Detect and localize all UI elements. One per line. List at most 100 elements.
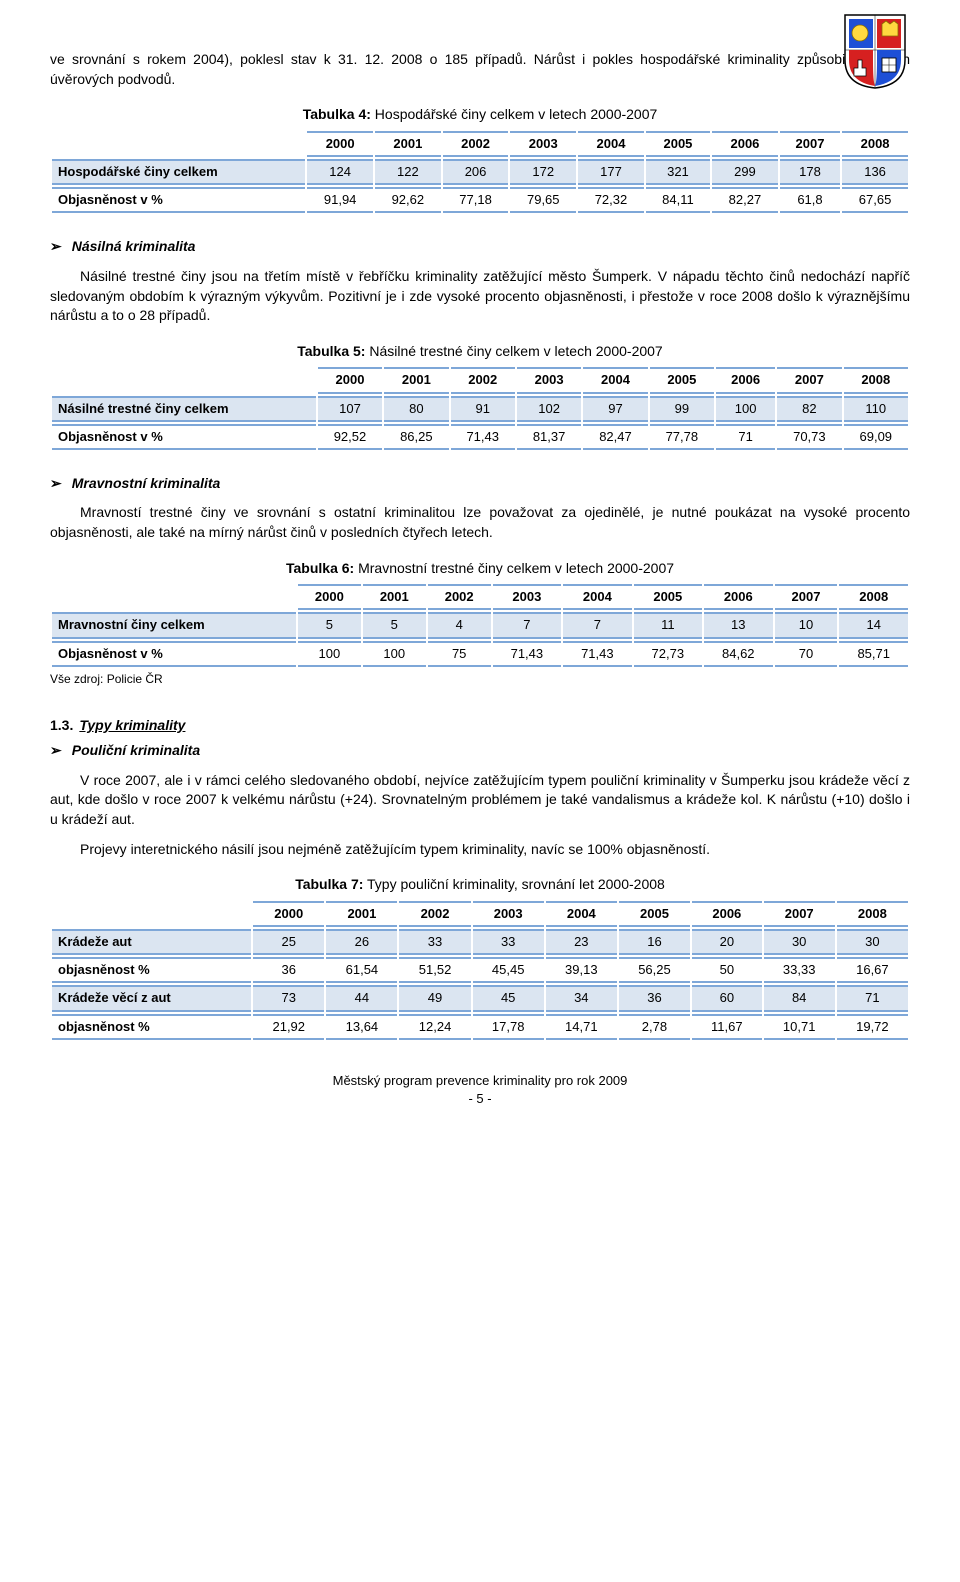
table4-cell: 172 (510, 159, 576, 185)
table6-cell: 5 (363, 612, 426, 638)
table6-corner (52, 584, 296, 610)
table5-cell: 102 (517, 396, 581, 422)
table7-cell: 33,33 (764, 957, 835, 983)
table7-cell: 11,67 (692, 1014, 762, 1040)
table7-cell: 45,45 (473, 957, 544, 983)
table5-year: 2000 (318, 367, 382, 393)
table6-year: 2008 (839, 584, 908, 610)
table5-cell: 82,47 (583, 424, 647, 450)
table4-cell: 299 (712, 159, 778, 185)
table7-year: 2007 (764, 901, 835, 927)
table7-cell: 20 (692, 929, 762, 955)
table7-cell: 16 (619, 929, 690, 955)
table7-row4-label: objasněnost % (52, 1014, 251, 1040)
heading-nasilna: ➢Násilná kriminalita (50, 237, 910, 257)
table6-year: 2003 (493, 584, 561, 610)
table4: 2000 2001 2002 2003 2004 2005 2006 2007 … (50, 129, 910, 216)
table7-caption: Tabulka 7: Typy pouliční kriminality, sr… (50, 875, 910, 895)
table5-year: 2005 (650, 367, 714, 393)
table7-cell: 34 (546, 985, 617, 1011)
arrow-icon: ➢ (50, 475, 62, 491)
table6-year: 2004 (563, 584, 631, 610)
footer-page-number: - 5 - (50, 1090, 910, 1108)
table5-caption: Tabulka 5: Násilné trestné činy celkem v… (50, 342, 910, 362)
table5-cell: 97 (583, 396, 647, 422)
table7-cell: 16,67 (837, 957, 908, 983)
table7-cell: 36 (253, 957, 324, 983)
poul-paragraph-2: Projevy interetnického násilí jsou nejmé… (50, 840, 910, 860)
table5-year: 2007 (777, 367, 841, 393)
source-note: Vše zdroj: Policie ČR (50, 671, 910, 688)
table4-year: 2001 (375, 131, 441, 157)
arrow-icon: ➢ (50, 238, 62, 254)
table7-cell: 12,24 (399, 1014, 470, 1040)
table7-cell: 33 (399, 929, 470, 955)
table4-caption: Tabulka 4: Hospodářské činy celkem v let… (50, 105, 910, 125)
table5-year: 2004 (583, 367, 647, 393)
table5-year: 2002 (451, 367, 515, 393)
table7-cell: 71 (837, 985, 908, 1011)
table6-year: 2006 (704, 584, 772, 610)
table4-year: 2007 (780, 131, 840, 157)
table4-cell: 72,32 (578, 187, 644, 213)
table4-year: 2002 (443, 131, 509, 157)
table7-cell: 30 (837, 929, 908, 955)
table4-year: 2006 (712, 131, 778, 157)
table6-cell: 75 (428, 641, 491, 667)
table4-cell: 122 (375, 159, 441, 185)
table7-cell: 25 (253, 929, 324, 955)
table7-cell: 13,64 (326, 1014, 397, 1040)
table4-cell: 321 (646, 159, 710, 185)
table7-cell: 10,71 (764, 1014, 835, 1040)
table6-cell: 11 (634, 612, 702, 638)
table5-cell: 81,37 (517, 424, 581, 450)
table6-year: 2007 (775, 584, 838, 610)
footer-title: Městský program prevence kriminality pro… (50, 1072, 910, 1090)
table6-cell: 84,62 (704, 641, 772, 667)
table5-year: 2006 (716, 367, 775, 393)
table5-row1-label: Násilné trestné činy celkem (52, 396, 316, 422)
table5-cell: 80 (384, 396, 448, 422)
table4-year: 2008 (842, 131, 908, 157)
table4-cell: 67,65 (842, 187, 908, 213)
city-crest-icon (840, 10, 910, 90)
table4-row2-label: Objasněnost v % (52, 187, 305, 213)
table7-year: 2005 (619, 901, 690, 927)
table4-corner (52, 131, 305, 157)
table4-cell: 84,11 (646, 187, 710, 213)
table4-cell: 77,18 (443, 187, 509, 213)
table7-cell: 73 (253, 985, 324, 1011)
table4-cell: 124 (307, 159, 373, 185)
table6-cell: 100 (298, 641, 361, 667)
table7-year: 2008 (837, 901, 908, 927)
table7-cell: 2,78 (619, 1014, 690, 1040)
table6-cell: 72,73 (634, 641, 702, 667)
table6-cell: 14 (839, 612, 908, 638)
table6-cell: 100 (363, 641, 426, 667)
table4-cell: 206 (443, 159, 509, 185)
section-heading-1-3: 1.3.Typy kriminality (50, 716, 910, 736)
table4-cell: 92,62 (375, 187, 441, 213)
table7-cell: 49 (399, 985, 470, 1011)
table5-year: 2008 (844, 367, 908, 393)
table7-year: 2006 (692, 901, 762, 927)
poul-paragraph-1: V roce 2007, ale i v rámci celého sledov… (50, 771, 910, 830)
table7-cell: 21,92 (253, 1014, 324, 1040)
table5-cell: 99 (650, 396, 714, 422)
table6: 2000 2001 2002 2003 2004 2005 2006 2007 … (50, 582, 910, 669)
table6-cell: 13 (704, 612, 772, 638)
table5-row2-label: Objasněnost v % (52, 424, 316, 450)
table5-year: 2001 (384, 367, 448, 393)
heading-poulicni: ➢Pouliční kriminalita (50, 741, 910, 761)
table4-year: 2005 (646, 131, 710, 157)
table7-cell: 51,52 (399, 957, 470, 983)
table6-caption: Tabulka 6: Mravnostní trestné činy celke… (50, 559, 910, 579)
nasilna-paragraph: Násilné trestné činy jsou na třetím míst… (50, 267, 910, 326)
table6-cell: 7 (493, 612, 561, 638)
table7-cell: 44 (326, 985, 397, 1011)
table5-corner (52, 367, 316, 393)
table7-year: 2001 (326, 901, 397, 927)
table6-cell: 7 (563, 612, 631, 638)
table5-year: 2003 (517, 367, 581, 393)
table5: 2000 2001 2002 2003 2004 2005 2006 2007 … (50, 365, 910, 452)
